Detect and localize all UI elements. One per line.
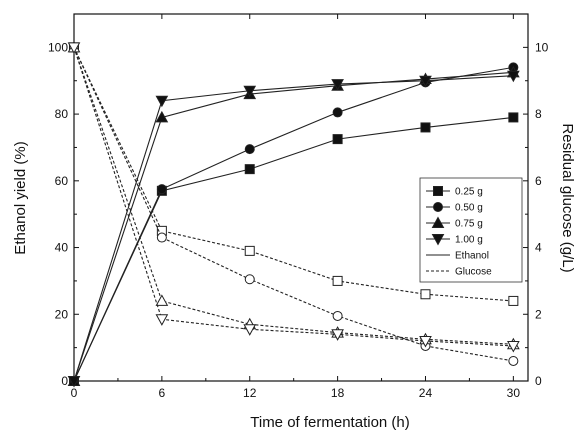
data-point (244, 274, 255, 285)
x-axis-title: Time of fermentation (h) (250, 414, 410, 431)
data-point (243, 85, 257, 98)
series-line (73, 75, 514, 382)
left-y-tick-label: 80 (55, 107, 69, 121)
left-y-axis-title: Ethanol yield (%) (12, 141, 29, 254)
legend-marker (431, 234, 445, 246)
legend-marker (431, 216, 445, 228)
left-y-tick-label: 0 (61, 374, 68, 388)
legend-marker (433, 186, 443, 196)
right-y-axis-title: Residual glucose (g/L) (559, 123, 576, 272)
data-point (507, 70, 520, 83)
data-point (155, 110, 169, 123)
data-point (507, 340, 520, 353)
data-point (244, 144, 255, 155)
data-point (420, 289, 431, 300)
data-point (67, 42, 81, 54)
series-ethanol-100g (67, 70, 520, 388)
left-y-tick-label: 60 (55, 174, 69, 188)
left-y-tick-label: 20 (55, 307, 69, 321)
data-point (419, 75, 432, 88)
legend-label: 0.75 g (455, 219, 483, 230)
data-point (419, 335, 432, 348)
series-line (73, 47, 514, 347)
legend-item: Glucose (426, 267, 492, 278)
data-point (508, 112, 519, 123)
x-tick-label: 24 (419, 386, 433, 400)
legend-label: Ethanol (455, 251, 489, 262)
left-y-tick-label: 40 (55, 241, 69, 255)
plot-frame (73, 13, 529, 382)
legend-label: 1.00 g (455, 235, 483, 246)
right-y-tick-label: 4 (535, 241, 542, 255)
series-layer (67, 40, 520, 388)
data-point (155, 294, 169, 306)
data-point (420, 122, 431, 133)
series-glucose-100g (67, 42, 520, 353)
data-point (244, 164, 255, 175)
legend: 0.25 g 0.50 g 0.75 g 1.00 g Ethanol Glucose (419, 177, 523, 283)
data-point (155, 314, 169, 326)
x-tick-label: 12 (243, 386, 257, 400)
series-line (73, 47, 514, 345)
data-point (332, 107, 343, 118)
series-line (73, 116, 514, 382)
data-point (331, 79, 344, 91)
right-y-tick-label: 2 (535, 307, 542, 321)
legend-item: Ethanol (426, 251, 489, 262)
x-tick-label: 0 (71, 386, 78, 400)
data-point (155, 95, 169, 108)
data-point (243, 324, 257, 336)
legend-item: 0.75 g (426, 216, 483, 230)
data-point (332, 134, 343, 145)
x-tick-label: 6 (159, 386, 166, 400)
legend-item: 1.00 g (426, 234, 483, 246)
legend-marker (433, 202, 443, 212)
right-y-tick-label: 6 (535, 174, 542, 188)
series-line (73, 71, 514, 382)
data-point (332, 275, 343, 286)
legend-item: 0.50 g (426, 202, 483, 214)
right-y-tick-label: 8 (535, 107, 542, 121)
data-point (331, 329, 344, 341)
data-point (508, 295, 519, 306)
data-point (332, 310, 343, 321)
legend-label: 0.25 g (455, 187, 483, 198)
data-point (508, 355, 519, 366)
data-point (244, 245, 255, 256)
legend-item: 0.25 g (426, 186, 483, 198)
x-tick-label: 30 (507, 386, 521, 400)
data-point (156, 184, 167, 195)
right-y-tick-label: 10 (535, 40, 549, 54)
series-line (73, 47, 514, 302)
right-y-tick-label: 0 (535, 374, 542, 388)
left-y-tick-label: 100 (48, 40, 68, 54)
x-tick-label: 18 (331, 386, 345, 400)
legend-label: 0.50 g (455, 203, 483, 214)
data-point (67, 376, 81, 388)
data-point (156, 232, 167, 243)
legend-label: Glucose (455, 267, 492, 278)
